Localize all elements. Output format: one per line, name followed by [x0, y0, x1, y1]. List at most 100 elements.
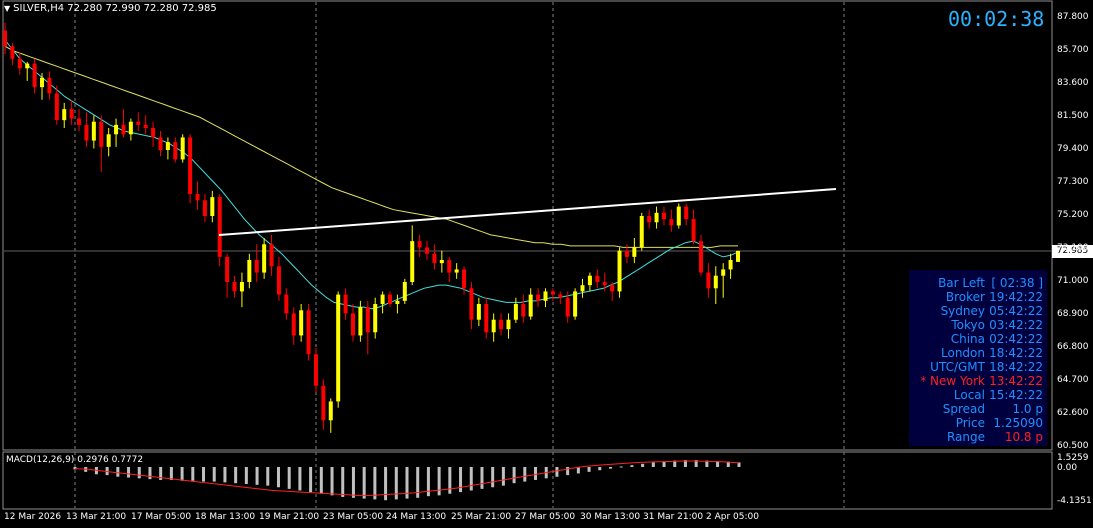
candle: [114, 118, 119, 147]
macd-histogram-bar: [116, 467, 120, 477]
candle-body: [202, 200, 207, 216]
macd-histogram-bar: [673, 460, 677, 467]
candle-body: [210, 197, 215, 216]
candle-body: [617, 250, 622, 292]
candle-body: [395, 300, 400, 304]
candle: [521, 294, 526, 323]
candle: [77, 109, 82, 132]
candle: [225, 253, 230, 298]
macd-histogram-bar: [641, 463, 645, 467]
candle: [639, 212, 644, 251]
candle: [417, 234, 422, 257]
candle-body: [10, 46, 15, 59]
candle-body: [654, 212, 659, 223]
candle-body: [425, 247, 430, 254]
price-axis-label: 64.700: [1057, 375, 1089, 385]
macd-axis-label: 1.5259: [1057, 453, 1089, 463]
candle-body: [188, 137, 193, 194]
macd-histogram-bar: [726, 461, 730, 467]
macd-histogram-bar: [566, 467, 570, 476]
candle: [91, 115, 96, 149]
trendline[interactable]: [218, 188, 837, 236]
candle-body: [306, 310, 311, 355]
candle: [513, 297, 518, 323]
macd-histogram-bar: [341, 467, 345, 497]
info-row: Price 1.25090: [909, 416, 1047, 430]
candle: [610, 282, 615, 301]
symbol-header[interactable]: ▼ SILVER,H4 72.280 72.990 72.280 72.985: [4, 3, 217, 14]
candle-body: [84, 124, 89, 141]
candle-body: [388, 294, 393, 304]
candle-body: [595, 275, 600, 282]
candle-body: [691, 219, 696, 242]
macd-histogram-bar: [619, 466, 623, 468]
candle: [647, 209, 652, 229]
macd-histogram-bar: [287, 467, 291, 489]
dropdown-triangle-icon[interactable]: ▼: [4, 4, 11, 13]
macd-histogram-bar: [276, 467, 280, 488]
candle-body: [299, 310, 304, 336]
candle-body: [402, 282, 407, 301]
candle: [632, 238, 637, 264]
candle: [343, 288, 348, 320]
time-axis-label: 2 Apr 05:00: [706, 512, 759, 522]
candle-body: [706, 272, 711, 289]
candle-body: [713, 275, 718, 289]
candle-body: [513, 304, 518, 320]
macd-histogram-bar: [309, 467, 313, 493]
moving-averages: [4, 39, 739, 310]
candle: [506, 313, 511, 339]
info-row-value: 05:42:22: [989, 304, 1043, 318]
candle: [173, 137, 178, 163]
candle-body: [195, 194, 200, 201]
macd-histogram-bar: [191, 467, 195, 481]
candlesticks: [3, 22, 740, 433]
candle: [373, 297, 378, 339]
info-row: UTC/GMT 18:42:22: [909, 360, 1047, 374]
candle-body: [602, 282, 607, 286]
candle-body: [269, 244, 274, 267]
macd-histogram-bar: [737, 462, 741, 467]
candle-body: [47, 77, 52, 94]
macd-histogram-bar: [148, 467, 152, 480]
info-row-value: 19:42:22: [989, 290, 1043, 304]
info-row-key: UTC/GMT: [930, 360, 985, 374]
candle: [536, 288, 541, 308]
candle: [195, 181, 200, 210]
candle: [624, 244, 629, 264]
info-row-value: 1.0 p: [1012, 402, 1043, 416]
macd-histogram-bar: [73, 467, 77, 470]
candle-body: [543, 291, 548, 301]
macd-histogram-bar: [169, 467, 173, 480]
symbol-info-text: SILVER,H4 72.280 72.990 72.280 72.985: [13, 3, 217, 14]
macd-histogram-bar: [255, 467, 259, 485]
candle-body: [128, 121, 133, 135]
candle: [573, 288, 578, 320]
candle-body: [365, 307, 370, 333]
candle-body: [350, 313, 355, 336]
candle: [17, 52, 22, 75]
candle-body: [580, 285, 585, 292]
price-axis-label: 79.400: [1057, 144, 1089, 154]
candle-body: [40, 77, 45, 88]
candle: [395, 294, 400, 314]
candle-body: [558, 294, 563, 298]
macd-histogram-bar: [630, 465, 634, 467]
macd-histogram-bar: [437, 467, 441, 496]
candle-body: [143, 124, 148, 128]
price-axis-label: 60.500: [1057, 441, 1089, 451]
candle-body: [610, 285, 615, 292]
macd-histogram-bar: [351, 467, 355, 498]
candle: [136, 112, 141, 132]
candle-body: [499, 319, 504, 330]
candle-body: [91, 121, 96, 141]
candle-body: [321, 385, 326, 421]
candle-body: [684, 206, 689, 220]
info-row-value: 13:42:22: [989, 374, 1043, 388]
candle-body: [336, 294, 341, 402]
candle: [365, 300, 370, 355]
info-row-value: 1.25090: [993, 416, 1043, 430]
candle-body: [469, 288, 474, 320]
candle: [358, 300, 363, 342]
